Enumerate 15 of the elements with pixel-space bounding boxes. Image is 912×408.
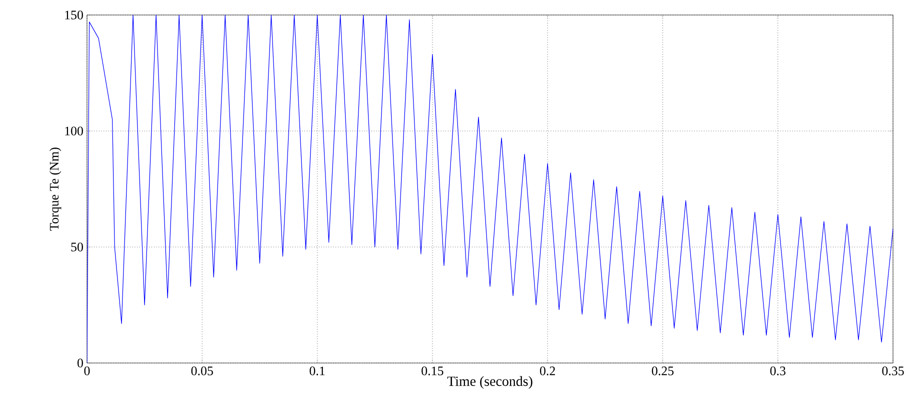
x-tick-label: 0.15 — [422, 366, 444, 376]
x-tick-label: 0 — [84, 366, 90, 376]
x-axis-title: Time (seconds) — [447, 376, 532, 389]
x-tick-label: 0.1 — [310, 366, 325, 376]
line-series — [87, 14, 894, 363]
y-tick-label: 50 — [71, 242, 83, 252]
x-tick-label: 0.25 — [652, 366, 674, 376]
x-tick-label: 0.3 — [770, 366, 786, 376]
y-axis-title: Torque Te (Nm) — [49, 148, 62, 231]
x-tick-label: 0.05 — [191, 366, 213, 376]
y-tick-label: 0 — [78, 358, 83, 368]
y-tick-label: 150 — [65, 10, 83, 20]
x-tick-label: 0.2 — [540, 366, 555, 376]
x-tick-label: 0.35 — [882, 366, 904, 376]
y-tick-label: 100 — [65, 126, 83, 136]
